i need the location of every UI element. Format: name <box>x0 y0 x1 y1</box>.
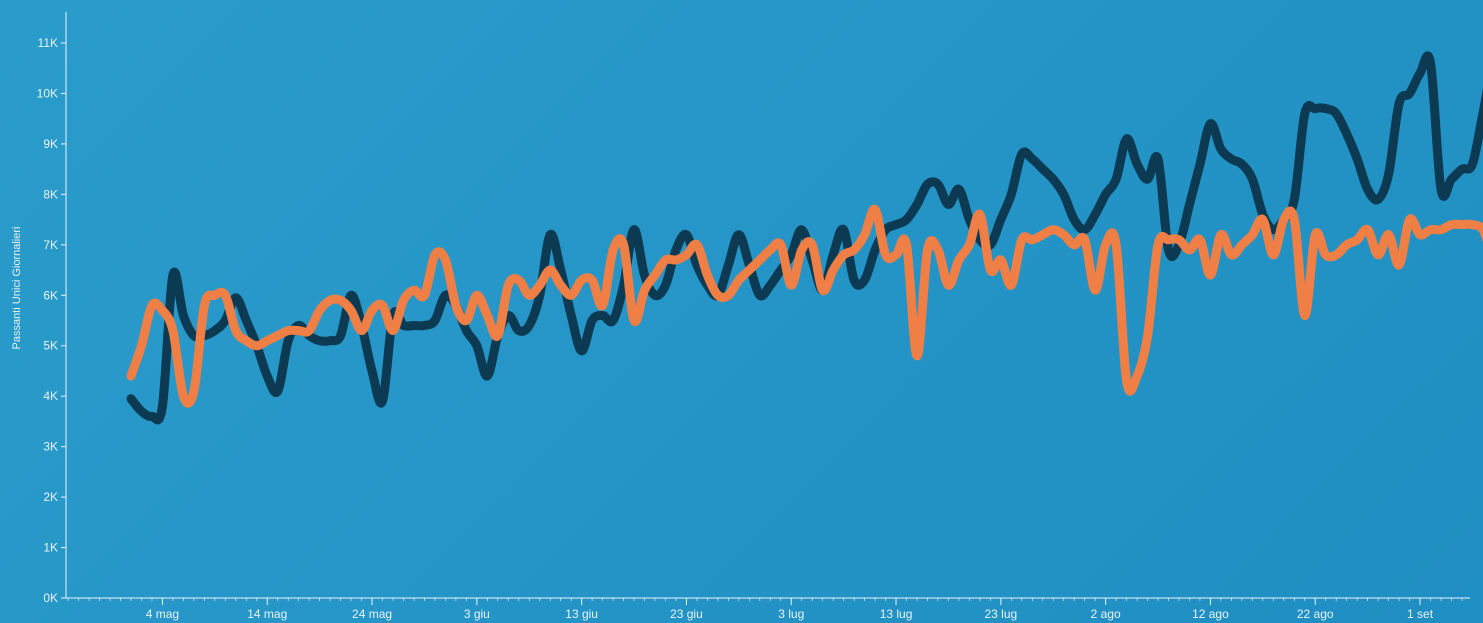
x-tick-label: 12 ago <box>1192 607 1229 621</box>
y-tick-label: 8K <box>43 187 58 201</box>
x-tick-label: 23 giu <box>670 607 703 621</box>
x-tick-label: 14 mag <box>247 607 287 621</box>
x-tick-label: 22 ago <box>1297 607 1334 621</box>
x-tick-label: 24 mag <box>352 607 392 621</box>
x-tick-label: 1 set <box>1407 607 1434 621</box>
x-tick-label: 13 giu <box>565 607 598 621</box>
x-tick-label: 13 lug <box>880 607 913 621</box>
y-tick-label: 6K <box>43 288 58 302</box>
y-tick-label: 9K <box>43 137 58 151</box>
y-tick-label: 2K <box>43 490 58 504</box>
x-tick-label: 23 lug <box>984 607 1017 621</box>
y-tick-label: 4K <box>43 389 58 403</box>
x-tick-label: 3 lug <box>778 607 804 621</box>
series-line-2 <box>126 204 1483 408</box>
y-tick-label: 5K <box>43 339 58 353</box>
y-tick-label: 1K <box>43 541 58 555</box>
series-layer <box>126 51 1483 425</box>
series-line-1 <box>126 51 1483 425</box>
x-tick-label: 4 mag <box>146 607 179 621</box>
x-tick-label: 2 ago <box>1091 607 1121 621</box>
y-axis-title: Passanti Unici Giornalieri <box>11 227 23 350</box>
y-tick-label: 11K <box>38 36 58 50</box>
y-tick-label: 7K <box>43 238 58 252</box>
y-tick-label: 0K <box>43 591 58 605</box>
y-tick-label: 10K <box>37 86 58 100</box>
y-axis: 0K 1K 2K 3K 4K 5K 6K 7K 8K 9K 10K 11K <box>37 12 67 605</box>
x-axis: 4 mag 14 mag 24 mag 3 giu 13 giu 23 giu 3 lug 1… <box>66 597 1470 621</box>
x-tick-label: 3 giu <box>464 607 490 621</box>
y-tick-label: 3K <box>43 440 58 454</box>
